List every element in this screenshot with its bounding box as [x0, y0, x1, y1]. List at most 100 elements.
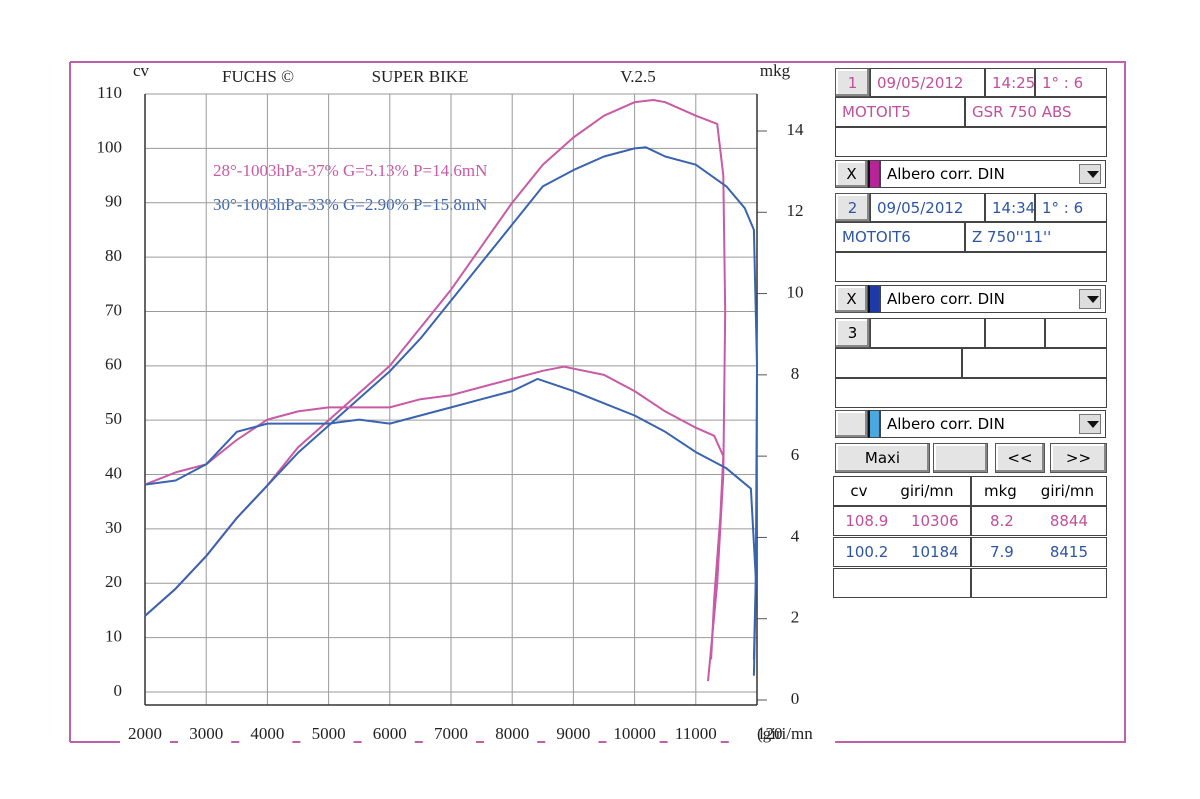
model: Z 750''11'': [965, 222, 1107, 252]
y-tick-label: 0: [114, 681, 123, 700]
close-button[interactable]: X: [835, 160, 868, 188]
cell-text: 7.9: [989, 543, 1014, 561]
cell-text: 1° : 6: [1042, 73, 1084, 92]
y-tick-label: 40: [105, 463, 122, 482]
ratio: 1° : 6: [1035, 193, 1107, 222]
slot-number[interactable]: 3: [835, 318, 870, 348]
dropdown[interactable]: Albero corr. DIN: [880, 285, 1106, 313]
cell: [870, 318, 985, 348]
cell-text: X: [846, 290, 857, 308]
blank-row: [835, 252, 1107, 282]
y2-tick-label: 12: [787, 201, 804, 220]
cell-text: cv: [850, 482, 868, 500]
slot-number[interactable]: 1: [835, 68, 870, 97]
y-tick-label: 50: [105, 409, 122, 428]
color-swatch: [868, 160, 880, 188]
x-tick-label: 11000: [675, 724, 717, 743]
button[interactable]: [933, 443, 988, 473]
cell-text: 1: [847, 73, 858, 92]
cell-text: 10306: [910, 512, 959, 530]
date: 09/05/2012: [870, 68, 985, 97]
cell-text: <<: [1007, 449, 1033, 467]
annotation: 28°-1003hPa-37% G=5.13% P=14.6mN: [213, 161, 487, 180]
y-axis-label: cv: [133, 61, 150, 80]
dropdown-arrow[interactable]: [1079, 414, 1101, 434]
y-tick-label: 70: [105, 300, 122, 319]
y2-tick-label: 4: [791, 526, 800, 545]
y2-tick-label: 14: [787, 120, 805, 139]
brand: FUCHS ©: [222, 67, 294, 86]
dropdown[interactable]: Albero corr. DIN: [880, 160, 1106, 188]
close-button[interactable]: [835, 410, 868, 438]
x-tick-label: 4000: [250, 724, 284, 743]
arrow-icon: [1087, 170, 1099, 178]
operator: MOTOIT5: [835, 97, 965, 127]
cell-text: GSR 750 ABS: [972, 103, 1072, 121]
cell-text: 14:34: [992, 198, 1036, 217]
cell-text: 8.2: [989, 512, 1014, 530]
cell-text: 8415: [1049, 543, 1088, 561]
x-tick-label: 10000: [613, 724, 656, 743]
button[interactable]: >>: [1050, 443, 1107, 473]
cell-text: 09/05/2012: [877, 73, 964, 92]
x-tick-label: 5000: [312, 724, 346, 743]
cell-text: X: [846, 165, 857, 183]
cell-text: 10184: [910, 543, 959, 561]
series-line: [144, 99, 727, 682]
x-tick-label: 3000: [189, 724, 223, 743]
y2-tick-label: 10: [787, 282, 804, 301]
cell-text: 2: [847, 198, 858, 217]
date: 09/05/2012: [870, 193, 985, 222]
max-cell: 100.2 10184: [833, 537, 971, 567]
annotation: 30°-1003hPa-33% G=2.90% P=15.8mN: [213, 195, 487, 214]
cell: [835, 348, 962, 378]
cell: [962, 348, 1107, 378]
x-tick-label: 2000: [128, 724, 162, 743]
cell-text: Maxi: [864, 449, 901, 467]
series-line: [144, 365, 725, 660]
max-cell: 108.9 10306: [833, 506, 971, 536]
cell-text: Albero corr. DIN: [887, 290, 1005, 308]
blank-row: [835, 127, 1107, 157]
version: V.2.5: [620, 67, 656, 86]
max-cell: cv giri/mn: [833, 476, 971, 506]
y2-tick-label: 8: [791, 364, 800, 383]
max-cell: 8.2 8844: [971, 506, 1107, 536]
close-button[interactable]: X: [835, 285, 868, 313]
x-tick-label: 120: [757, 724, 783, 743]
cell-text: 100.2: [845, 543, 889, 561]
cell-text: 108.9: [845, 512, 889, 530]
cell-text: mkg: [983, 482, 1017, 500]
x-axis-label: (giri/mn: [757, 724, 813, 743]
button[interactable]: <<: [995, 443, 1045, 473]
series-line: [144, 146, 758, 676]
frame: [70, 61, 1126, 743]
cell: [833, 568, 971, 598]
y2-tick-label: 0: [791, 689, 800, 708]
cell-text: 8844: [1049, 512, 1088, 530]
y-tick-label: 20: [105, 572, 122, 591]
y-tick-label: 10: [105, 627, 122, 646]
cell: [985, 318, 1045, 348]
chart-title: SUPER BIKE: [372, 67, 469, 86]
cell-text: 14:25: [992, 73, 1036, 92]
dropdown[interactable]: Albero corr. DIN: [880, 410, 1106, 438]
dropdown-arrow[interactable]: [1079, 289, 1101, 309]
button[interactable]: Maxi: [835, 443, 930, 473]
cell: [1045, 318, 1107, 348]
cell-text: Albero corr. DIN: [887, 165, 1005, 183]
y2-tick-label: 2: [791, 608, 800, 627]
cell-text: 09/05/2012: [877, 198, 964, 217]
arrow-icon: [1087, 420, 1099, 428]
dropdown-arrow[interactable]: [1079, 164, 1101, 184]
y-tick-label: 110: [97, 83, 122, 102]
slot-number[interactable]: 2: [835, 193, 870, 222]
blank-row: [835, 378, 1107, 408]
cell-text: 3: [847, 324, 858, 342]
y-tick-label: 60: [105, 355, 122, 374]
cell: [971, 568, 1107, 598]
model: GSR 750 ABS: [965, 97, 1107, 127]
cell-text: Z 750''11'': [972, 228, 1052, 246]
